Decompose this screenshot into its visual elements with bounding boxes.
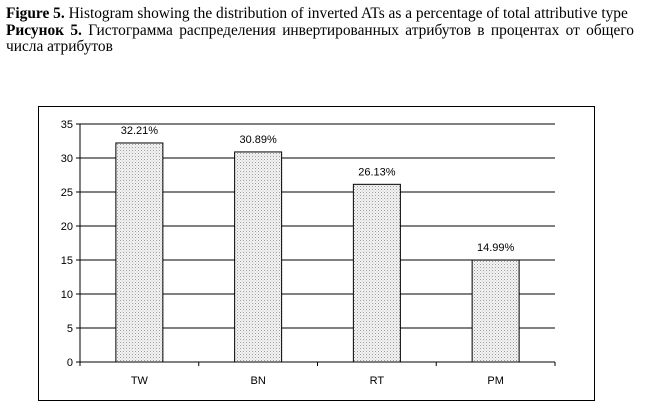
data-label: 32.21% <box>121 125 159 137</box>
caption-russian-text: Гистограмма распределения инвертированны… <box>6 21 634 55</box>
data-label: 30.89% <box>239 134 277 146</box>
caption-english: Figure 5. Histogram showing the distribu… <box>6 5 634 23</box>
bars <box>115 142 520 363</box>
y-tick-label: 0 <box>67 357 73 369</box>
caption-russian: Рисунок 5. Гистограмма распределения инв… <box>6 21 634 56</box>
bar-pm <box>471 259 520 363</box>
caption-english-text: Histogram showing the distribution of in… <box>64 5 628 22</box>
y-tick-label: 35 <box>61 119 73 131</box>
y-tick-label: 20 <box>61 221 73 233</box>
data-label: 14.99% <box>477 242 515 254</box>
y-tick-label: 15 <box>61 255 73 267</box>
y-tick-label: 30 <box>61 153 73 165</box>
caption-russian-prefix: Рисунок 5. <box>6 21 82 39</box>
bar-bn <box>234 151 283 363</box>
y-tick-label: 25 <box>61 187 73 199</box>
labels: 0 5 10 15 20 25 30 35 32.21% TW 30.89% BN 26.13% RT 14… <box>61 119 515 387</box>
x-tick-label: TW <box>131 375 149 387</box>
data-label: 26.13% <box>358 166 396 178</box>
bar-rt <box>352 183 401 363</box>
caption-english-prefix: Figure 5. <box>6 5 65 22</box>
y-tick-label: 5 <box>67 323 73 335</box>
x-tick-label: BN <box>250 375 265 387</box>
figure-caption: Figure 5. Histogram showing the distribu… <box>6 5 634 56</box>
y-tick-label: 10 <box>61 289 73 301</box>
x-tick-label: PM <box>487 375 504 387</box>
bar-tw <box>115 142 164 363</box>
x-tick-label: RT <box>370 375 385 387</box>
